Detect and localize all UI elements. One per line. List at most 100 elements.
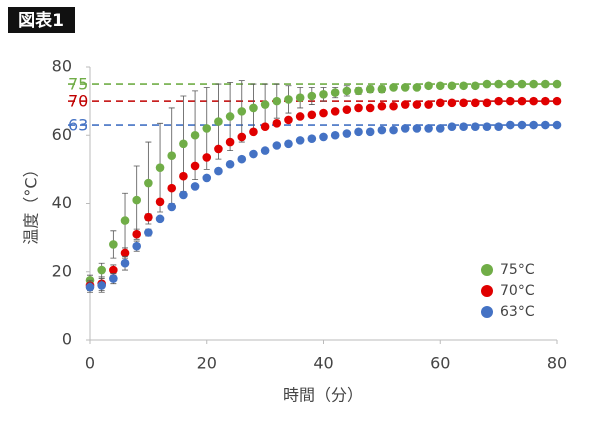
point bbox=[319, 132, 328, 142]
point bbox=[144, 228, 153, 237]
point bbox=[179, 171, 188, 181]
y-axis-label: 温度（°C） bbox=[22, 161, 41, 244]
badge: 図表1 bbox=[18, 10, 64, 31]
point bbox=[494, 122, 503, 132]
point bbox=[260, 122, 270, 132]
point bbox=[155, 197, 165, 207]
point bbox=[249, 127, 258, 137]
point bbox=[342, 129, 352, 138]
point bbox=[190, 161, 200, 171]
point bbox=[295, 93, 305, 103]
point bbox=[214, 144, 223, 154]
point bbox=[365, 103, 375, 113]
point bbox=[377, 125, 387, 135]
point bbox=[179, 190, 188, 200]
x-tick-label: 80 bbox=[547, 354, 567, 373]
point bbox=[494, 79, 503, 89]
point bbox=[214, 166, 223, 176]
point bbox=[307, 134, 317, 143]
y-tick-label: 80 bbox=[52, 57, 72, 76]
y-tick-label: 60 bbox=[52, 125, 72, 144]
x-tick-label: 20 bbox=[197, 354, 217, 373]
point bbox=[342, 86, 352, 96]
point bbox=[494, 96, 503, 106]
point bbox=[307, 110, 317, 120]
point bbox=[552, 96, 562, 106]
badge-box bbox=[8, 7, 75, 33]
legend-label: 63°C bbox=[500, 304, 535, 320]
point bbox=[144, 178, 153, 188]
point bbox=[377, 84, 387, 94]
point bbox=[132, 195, 141, 205]
y-tick-label: 40 bbox=[52, 193, 72, 212]
point bbox=[97, 265, 106, 275]
point bbox=[435, 124, 445, 133]
point bbox=[389, 101, 398, 111]
point bbox=[482, 122, 492, 132]
point bbox=[284, 115, 293, 125]
point bbox=[132, 229, 141, 239]
point bbox=[319, 108, 328, 118]
point bbox=[120, 216, 130, 225]
legend-marker bbox=[481, 285, 493, 297]
point bbox=[412, 124, 422, 133]
point bbox=[237, 107, 247, 116]
point bbox=[330, 107, 340, 116]
point bbox=[470, 81, 480, 91]
reference-label: 70 bbox=[68, 92, 88, 111]
point bbox=[541, 96, 550, 106]
point bbox=[132, 241, 141, 251]
point bbox=[541, 79, 550, 89]
x-axis-label: 時間（分） bbox=[283, 386, 363, 405]
point bbox=[260, 100, 270, 109]
point bbox=[365, 84, 375, 94]
point bbox=[179, 139, 188, 149]
point bbox=[365, 127, 375, 137]
point bbox=[155, 214, 165, 224]
point bbox=[447, 81, 457, 91]
point bbox=[249, 149, 258, 159]
point bbox=[307, 91, 317, 101]
point bbox=[167, 183, 177, 193]
point bbox=[237, 132, 247, 142]
point bbox=[109, 265, 118, 275]
point bbox=[517, 120, 527, 130]
point bbox=[284, 95, 293, 104]
legend-label: 75°C bbox=[500, 262, 535, 278]
point bbox=[167, 202, 177, 212]
point bbox=[412, 100, 422, 109]
point bbox=[295, 112, 305, 121]
point bbox=[447, 122, 457, 132]
point bbox=[517, 79, 527, 89]
point bbox=[319, 90, 328, 99]
point bbox=[249, 103, 258, 113]
point bbox=[389, 83, 398, 92]
point bbox=[272, 141, 282, 150]
point bbox=[389, 125, 398, 135]
point bbox=[167, 151, 177, 161]
point bbox=[202, 124, 212, 133]
point bbox=[109, 240, 118, 249]
point bbox=[225, 159, 235, 169]
point bbox=[354, 103, 363, 113]
point bbox=[330, 88, 340, 97]
point bbox=[225, 137, 235, 147]
point bbox=[529, 120, 538, 130]
point bbox=[529, 79, 538, 89]
point bbox=[506, 96, 515, 106]
point bbox=[435, 81, 445, 91]
reference-label: 75 bbox=[68, 75, 88, 94]
reference-label: 63 bbox=[68, 116, 88, 135]
point bbox=[459, 98, 468, 108]
point bbox=[377, 101, 387, 111]
point bbox=[214, 117, 223, 126]
point bbox=[552, 79, 562, 89]
point bbox=[295, 136, 305, 145]
point bbox=[400, 100, 410, 109]
point bbox=[330, 130, 340, 140]
point bbox=[144, 212, 153, 222]
y-tick-label: 0 bbox=[62, 330, 72, 349]
point bbox=[97, 281, 106, 290]
point bbox=[435, 98, 445, 108]
point bbox=[506, 120, 515, 130]
